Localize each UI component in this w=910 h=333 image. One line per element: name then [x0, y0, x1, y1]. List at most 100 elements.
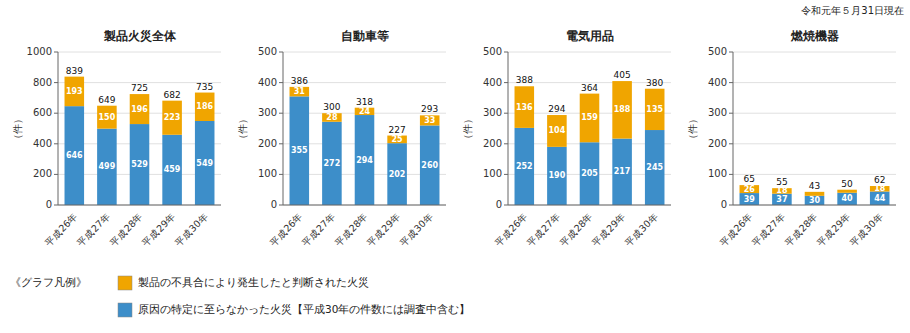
x-axis-line [733, 205, 896, 206]
bar-segment [420, 125, 440, 205]
x-tick-label: 平成28年 [107, 211, 145, 249]
y-tick-label: 600 [33, 107, 52, 118]
bar-segment [387, 143, 407, 205]
y-tick [504, 174, 508, 175]
y-tick-label: 400 [33, 138, 52, 149]
y-tick-label: 100 [483, 168, 502, 179]
chart-title: 燃焼機器 [790, 29, 839, 43]
segment-label: 186 [196, 102, 213, 111]
total-label: 649 [98, 95, 115, 105]
y-axis-line [733, 52, 734, 205]
bar-segment [387, 136, 407, 144]
total-label: 50 [841, 179, 853, 189]
x-axis-line [283, 205, 446, 206]
x-tick-label: 平成26年 [717, 211, 755, 249]
total-label: 388 [516, 75, 533, 85]
grid-line [733, 52, 896, 53]
segment-label: 31 [294, 87, 306, 96]
segment-label: 44 [874, 194, 886, 203]
total-label: 364 [581, 83, 598, 93]
bar-segment [515, 86, 535, 128]
y-tick [54, 82, 58, 83]
y-axis-line [283, 52, 284, 205]
y-tick [729, 82, 733, 83]
y-tick [54, 143, 58, 144]
grid-line [733, 82, 896, 83]
chart-title: 自動車等 [341, 29, 389, 43]
y-tick-label: 300 [258, 107, 277, 118]
legend-label: 製品の不具合により発生したと判断された火災 [138, 276, 369, 288]
y-tick-label: 100 [708, 168, 727, 179]
bar-segment [547, 115, 567, 147]
y-tick [279, 143, 283, 144]
y-tick [54, 174, 58, 175]
y-tick [279, 52, 283, 53]
segment-label: 272 [324, 159, 341, 168]
panel: 0100200300400500電気用品（件）25219020521724513… [462, 29, 671, 248]
y-tick-label: 500 [483, 46, 502, 57]
y-tick-label: 400 [258, 77, 277, 88]
segment-label: 245 [646, 163, 663, 172]
bar-segment [580, 142, 600, 205]
segment-label: 37 [776, 195, 787, 204]
x-tick-label: 平成26年 [267, 211, 305, 249]
bars [290, 87, 440, 205]
segment-label: 28 [326, 113, 338, 122]
segment-label: 294 [356, 156, 373, 165]
y-tick-label: 400 [708, 77, 727, 88]
x-tick-label: 平成30年 [398, 211, 436, 249]
bar-segment [130, 94, 150, 124]
x-tick-label: 平成29年 [590, 211, 628, 249]
segment-label: 104 [549, 126, 566, 135]
bar-segment [97, 106, 117, 129]
segment-label: 260 [421, 161, 438, 170]
segment-label: 193 [66, 87, 83, 96]
total-label: 682 [164, 90, 181, 100]
total-label: 43 [809, 181, 820, 191]
bar-segment [195, 93, 215, 121]
bar-segment [290, 87, 310, 96]
segment-label: 33 [424, 116, 435, 125]
y-tick-label: 1000 [27, 46, 52, 57]
x-axis-line [58, 205, 221, 206]
x-tick-label: 平成26年 [42, 211, 80, 249]
y-tick [729, 205, 733, 206]
segment-label: 223 [164, 113, 181, 122]
y-tick [279, 113, 283, 114]
data-labels: 2521902052172451361041591881353882943644… [516, 70, 664, 180]
y-axis-label: （件） [237, 114, 248, 144]
y-tick [504, 113, 508, 114]
total-label: 55 [776, 177, 787, 187]
y-tick-label: 200 [258, 138, 277, 149]
x-tick-label: 平成27年 [300, 211, 338, 249]
bar-segment [65, 77, 85, 107]
segment-label: 39 [744, 195, 756, 204]
x-tick-label: 平成28年 [332, 211, 370, 249]
x-tick-label: 平成27年 [750, 211, 788, 249]
y-tick [504, 82, 508, 83]
y-tick [504, 205, 508, 206]
y-tick-label: 800 [33, 77, 52, 88]
legend-prefix: 《グラフ凡例》 [10, 276, 87, 288]
segment-label: 202 [389, 170, 406, 179]
bar-segment [322, 113, 342, 122]
x-tick-label: 平成28年 [782, 211, 820, 249]
bar-segment [195, 121, 215, 205]
x-axis-line [508, 205, 671, 206]
y-tick-label: 0 [721, 199, 727, 210]
segment-label: 252 [516, 162, 533, 171]
segment-label: 459 [164, 165, 181, 174]
grid-line [283, 205, 446, 206]
x-tick-label: 平成30年 [173, 211, 211, 249]
y-tick-label: 100 [258, 168, 277, 179]
segment-label: 355 [291, 146, 308, 155]
total-label: 227 [389, 125, 406, 135]
bar-segment [740, 193, 760, 205]
bar-segment [65, 106, 85, 205]
bar-segment [870, 192, 890, 205]
total-label: 318 [356, 97, 373, 107]
grid-line [58, 205, 221, 206]
bar-segment [547, 147, 567, 205]
bar-segment [612, 81, 632, 139]
y-tick-label: 400 [483, 77, 502, 88]
